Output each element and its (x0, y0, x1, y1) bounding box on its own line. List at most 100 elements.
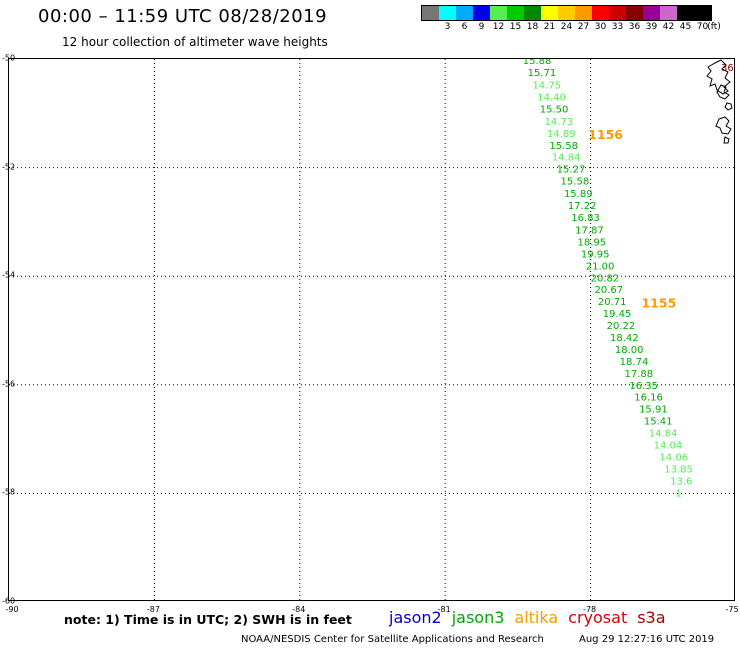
wave-height-label: 14.06 (659, 452, 688, 463)
latitude-label: -52 (2, 162, 16, 172)
legend-label: 27 (577, 22, 590, 32)
wave-height-label: 16.35 (629, 381, 658, 392)
wave-height-label: 15.58 (561, 177, 590, 188)
wave-height-label: 14.75 (532, 81, 561, 92)
legend-unit: (ft) (707, 22, 721, 32)
legend-swatch (609, 6, 626, 20)
legend-label: 21 (543, 22, 556, 32)
wave-height-label: 15.50 (540, 104, 569, 115)
legend-label: 33 (611, 22, 624, 32)
wave-height-label: 14.84 (552, 153, 581, 164)
legend-swatch (677, 6, 694, 20)
legend-label: 39 (645, 22, 658, 32)
coastline-shape (724, 102, 733, 111)
wave-height-label: 18.95 (578, 237, 607, 248)
legend-label: 18 (526, 22, 539, 32)
wave-height-label: 18.42 (610, 333, 639, 344)
wave-height-label: 17.88 (625, 369, 654, 380)
legend-label: 42 (662, 22, 675, 32)
wave-height-label: 19.45 (603, 309, 632, 320)
legend-label: 36 (628, 22, 641, 32)
legend-swatch (524, 6, 541, 20)
wave-height-label: 15.88 (523, 59, 552, 67)
page-title: 00:00 – 11:59 UTC 08/28/2019 (38, 6, 328, 27)
satellite-label-cryosat: cryosat (568, 608, 628, 627)
legend-swatch (456, 6, 473, 20)
pass-time-label: 1155 (641, 295, 676, 310)
legend-swatch (490, 6, 507, 20)
wave-height-label: 14.73 (545, 117, 574, 128)
latitude-label: -56 (2, 379, 16, 389)
edge-value-label: 36 (721, 63, 734, 74)
wave-height-label: 20.71 (598, 297, 627, 308)
latitude-label: -60 (2, 596, 16, 606)
wave-height-label: 1 (675, 488, 681, 499)
coastline-shape (716, 84, 730, 100)
wave-height-label: 15.91 (639, 405, 668, 416)
wave-height-label: 20.82 (591, 273, 620, 284)
legend-swatch (507, 6, 524, 20)
wave-height-label: 17.87 (575, 226, 604, 237)
wave-height-label: 21.00 (586, 261, 615, 272)
wave-height-label: 20.22 (607, 321, 636, 332)
latitude-label: -58 (2, 487, 16, 497)
wave-height-label: 13.6 (670, 476, 692, 487)
latitude-label: -50 (2, 53, 16, 63)
wave-height-label: 17.22 (568, 201, 597, 212)
wave-height-label: 15.41 (644, 417, 673, 428)
map-plot-area: 36 15.88 15.71 14.75 14.40 15.50 14.73 14.89 15.… (8, 58, 736, 602)
wave-height-label: 16.16 (634, 393, 663, 404)
legend-swatch (558, 6, 575, 20)
satellite-label-altika: altika (514, 608, 559, 627)
legend-swatch (694, 6, 711, 20)
legend-label: 30 (594, 22, 607, 32)
wave-height-label: 15.58 (549, 141, 578, 152)
wave-height-label: 14.84 (649, 429, 678, 440)
wave-height-label: 13.85 (664, 464, 693, 475)
color-legend-bar (421, 5, 712, 21)
legend-label: 15 (509, 22, 522, 32)
legend-label: 3 (444, 22, 451, 32)
legend-label: 24 (560, 22, 573, 32)
wave-height-label: 18.00 (615, 345, 644, 356)
wave-height-label: 15.89 (564, 189, 593, 200)
longitude-label: -81 (437, 605, 451, 614)
longitude-label: -90 (5, 605, 19, 614)
footer-credit: NOAA/NESDIS Center for Satellite Applica… (241, 634, 544, 645)
longitude-label: -75 (725, 605, 739, 614)
coastline-shape (715, 116, 732, 135)
legend-swatch (660, 6, 677, 20)
legend-swatch (439, 6, 456, 20)
color-legend-labels: 3 6 9 12 15 18 21 24 27 30 33 36 39 42 45 70 (ft) (421, 22, 740, 34)
legend-swatch (626, 6, 643, 20)
satellite-label-s3a: s3a (637, 608, 666, 627)
longitude-label: -87 (146, 605, 160, 614)
legend-label: 70 (696, 22, 709, 32)
satellite-label-jason3: jason3 (451, 608, 505, 627)
legend-label: 9 (478, 22, 485, 32)
legend-swatch (643, 6, 660, 20)
wave-height-label: 19.95 (581, 249, 610, 260)
map-canvas: 3615.8815.7114.7514.4015.5014.7314.8915.… (9, 59, 736, 602)
satellite-legend: jason2 jason3 altika cryosat s3a (389, 608, 676, 627)
wave-height-label: 18.74 (620, 357, 649, 368)
longitude-label: -84 (292, 605, 306, 614)
wave-height-label: 20.67 (594, 285, 623, 296)
pass-time-label: 1156 (588, 127, 623, 142)
wave-height-label: 14.04 (654, 441, 683, 452)
wave-height-label: 15.27 (557, 165, 586, 176)
wave-height-label: 14.40 (537, 92, 566, 103)
wave-height-label: 16.83 (571, 213, 600, 224)
legend-swatch (592, 6, 609, 20)
longitude-label: -78 (583, 605, 597, 614)
latitude-label: -54 (2, 270, 16, 280)
legend-label: 6 (461, 22, 468, 32)
footer-note: note: 1) Time is in UTC; 2) SWH is in fe… (64, 612, 352, 627)
legend-label: 45 (679, 22, 692, 32)
legend-swatch (473, 6, 490, 20)
legend-swatch (422, 6, 439, 20)
wave-height-label: 15.71 (528, 68, 557, 79)
legend-swatch (541, 6, 558, 20)
wave-height-label: 14.89 (547, 129, 576, 140)
